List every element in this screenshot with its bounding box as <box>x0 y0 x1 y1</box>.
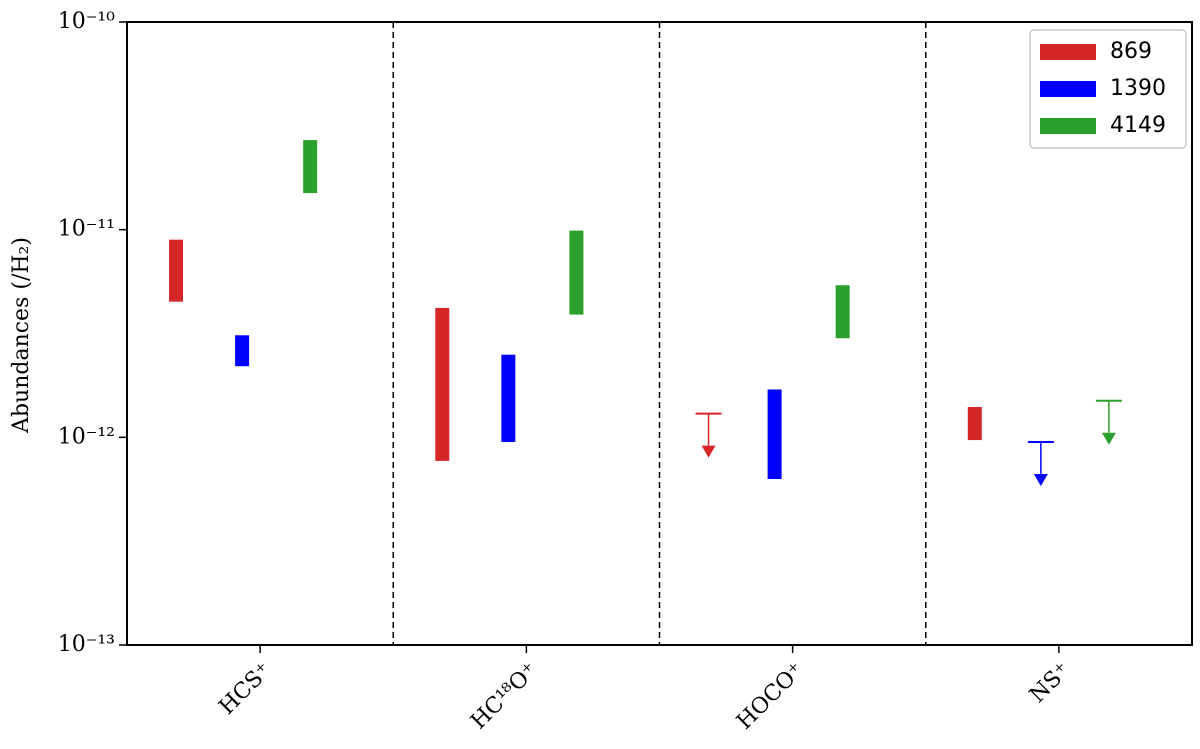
y-tick-label: 10⁻¹³ <box>58 632 115 657</box>
x-tick-label: HCS⁺ <box>215 658 277 720</box>
upper-limit <box>695 412 722 458</box>
legend-label: 4149 <box>1110 113 1166 138</box>
upper-limit-arrow <box>1101 432 1116 445</box>
legend-label: 1390 <box>1110 76 1166 101</box>
range-bar <box>767 389 782 480</box>
legend-swatch <box>1040 118 1096 134</box>
range-bar <box>967 406 982 441</box>
y-tick-label: 10⁻¹⁰ <box>58 9 115 34</box>
range-bar <box>303 140 318 194</box>
upper-limit <box>1027 440 1054 486</box>
legend-swatch <box>1040 44 1096 60</box>
legend-swatch <box>1040 81 1096 97</box>
x-tick-label: NS⁺ <box>1025 658 1075 708</box>
y-axis-label: Abundances (/H₂) <box>9 237 34 434</box>
y-tick-label: 10⁻¹¹ <box>58 217 115 242</box>
plot-frame <box>126 21 1193 646</box>
range-bar <box>235 335 250 367</box>
x-tick-label: HC¹⁸O⁺ <box>466 658 543 735</box>
range-bar <box>435 307 450 461</box>
range-bar <box>569 230 584 315</box>
range-bar <box>169 239 184 302</box>
range-bar <box>501 354 516 442</box>
range-bar <box>835 285 850 339</box>
upper-limit-arrow <box>701 445 716 458</box>
upper-limit-arrow <box>1033 473 1048 486</box>
x-tick-label: HOCO⁺ <box>732 658 809 735</box>
upper-limit <box>1095 399 1122 445</box>
legend-label: 869 <box>1110 39 1152 64</box>
y-tick-label: 10⁻¹² <box>58 424 115 449</box>
